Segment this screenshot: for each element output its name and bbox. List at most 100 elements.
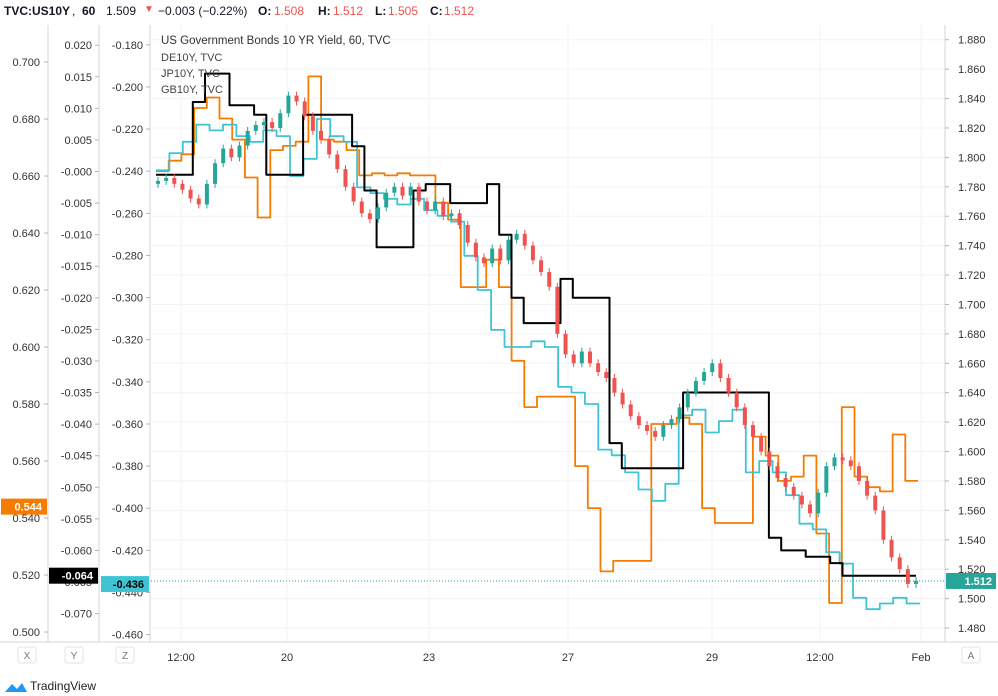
candle-body bbox=[604, 372, 609, 378]
us10y-tick-label: 1.820 bbox=[958, 123, 986, 135]
close-value: 1.512 bbox=[444, 4, 475, 18]
candle-body bbox=[530, 245, 535, 261]
candle-body bbox=[620, 392, 625, 405]
candle-body bbox=[889, 539, 894, 558]
candle-body bbox=[482, 257, 487, 264]
gb10y-tick-label: 0.520 bbox=[12, 570, 40, 582]
series-line-de10y bbox=[156, 72, 916, 577]
time-axis[interactable]: 12:00 20 23 27 29 12:00 Feb bbox=[167, 652, 930, 664]
jp10y-tick-label: -0.380 bbox=[112, 461, 143, 473]
tradingview-brand[interactable]: TradingView bbox=[30, 679, 97, 693]
de10y-tick-label: -0.050 bbox=[61, 482, 92, 494]
candle-body bbox=[824, 466, 829, 493]
jp10y-tick-label: -0.260 bbox=[112, 208, 143, 220]
de10y-tick-label: 0.010 bbox=[64, 103, 92, 115]
candle-body bbox=[229, 148, 234, 158]
jp10y-tick-label: -0.400 bbox=[112, 503, 143, 515]
jp10y-tick-label: -0.220 bbox=[112, 124, 143, 136]
de10y-badge-bg bbox=[49, 567, 98, 584]
de10y-tick-label: -0.070 bbox=[61, 609, 92, 621]
candle-body bbox=[188, 189, 193, 199]
candle-body bbox=[873, 495, 878, 511]
candle-body bbox=[335, 154, 340, 170]
jp10y-axis[interactable]: -0.180 -0.200 -0.220 -0.240 -0.260 -0.280 -0.3… bbox=[112, 40, 150, 642]
y-axis-button[interactable]: Y bbox=[64, 646, 84, 664]
price-change: −0.003 (−0.22%) bbox=[158, 4, 248, 18]
symbol-header: TVC:US10Y , 60 1.509 ▼ −0.003 (−0.22%) O… bbox=[0, 0, 998, 22]
us10y-badge: 1.512 bbox=[964, 576, 992, 588]
candle-body bbox=[710, 363, 715, 373]
candle-body bbox=[359, 201, 364, 214]
candle-body bbox=[490, 248, 495, 264]
candle-body bbox=[408, 186, 413, 196]
time-tick-label: Feb bbox=[912, 652, 931, 664]
footer: TradingView bbox=[0, 676, 998, 696]
de10y-tick-label: -0.055 bbox=[61, 514, 92, 526]
us10y-axis[interactable]: 1.880 1.860 1.840 1.820 1.800 1.780 1.760 1.740… bbox=[945, 35, 986, 635]
us10y-tick-label: 1.860 bbox=[958, 64, 986, 76]
candle-body bbox=[848, 460, 853, 467]
de10y-tick-label: -0.040 bbox=[61, 419, 92, 431]
de10y-tick-label: -0.020 bbox=[61, 293, 92, 305]
low-value: 1.505 bbox=[388, 4, 419, 18]
x-axis-button[interactable]: X bbox=[17, 646, 37, 664]
candle-body bbox=[319, 130, 324, 140]
us10y-badge-bg bbox=[946, 572, 996, 589]
legend-item-jp10y: JP10Y, TVC bbox=[161, 68, 220, 80]
candle-body bbox=[261, 122, 266, 126]
candle-body bbox=[905, 569, 910, 584]
chart-canvas[interactable]: 0.700 0.680 0.660 0.640 0.620 0.600 0.580 0.560… bbox=[0, 0, 998, 676]
high-label: H: bbox=[318, 4, 331, 18]
high-value: 1.512 bbox=[333, 4, 364, 18]
us10y-tick-label: 1.880 bbox=[958, 35, 986, 47]
legend-item-gb10y: GB10Y, TVC bbox=[161, 84, 223, 96]
candle-body bbox=[783, 478, 788, 487]
candle-body bbox=[702, 372, 707, 381]
down-arrow-icon: ▼ bbox=[144, 4, 154, 15]
candle-body bbox=[808, 504, 813, 514]
candle-body bbox=[327, 139, 332, 155]
candle-body bbox=[172, 177, 177, 184]
de10y-tick-label: 0.005 bbox=[64, 135, 92, 147]
time-tick-label: 12:00 bbox=[167, 652, 195, 664]
gb10y-axis[interactable]: 0.700 0.680 0.660 0.640 0.620 0.600 0.580 0.560… bbox=[12, 57, 48, 639]
jp10y-tick-label: -0.300 bbox=[112, 293, 143, 305]
candle-body bbox=[156, 180, 160, 184]
candle-body bbox=[245, 130, 250, 146]
candle-body bbox=[677, 407, 682, 420]
candle-body bbox=[424, 201, 429, 211]
us10y-tick-label: 1.680 bbox=[958, 329, 986, 341]
us10y-tick-label: 1.640 bbox=[958, 388, 986, 400]
de10y-tick-label: -0.045 bbox=[61, 451, 92, 463]
de10y-axis[interactable]: 0.020 0.015 0.010 0.005 -0.000 -0.005 -0.010 -0… bbox=[61, 40, 99, 621]
candle-body bbox=[816, 492, 821, 514]
de10y-tick-label: -0.035 bbox=[61, 388, 92, 400]
symbol-name[interactable]: TVC:US10Y bbox=[4, 4, 71, 18]
us10y-tick-label: 1.660 bbox=[958, 358, 986, 370]
candle-body bbox=[596, 363, 601, 373]
candle-body bbox=[376, 207, 381, 220]
interval-value[interactable]: 60 bbox=[82, 4, 96, 18]
gb10y-badge: 0.544 bbox=[14, 502, 42, 514]
legend-item-de10y: DE10Y, TVC bbox=[161, 52, 222, 64]
candle-body bbox=[563, 333, 568, 355]
auto-scale-button[interactable]: A bbox=[961, 646, 981, 664]
candle-body bbox=[555, 286, 560, 334]
de10y-tick-label: -0.000 bbox=[61, 167, 92, 179]
us10y-tick-label: 1.480 bbox=[958, 623, 986, 635]
candle-body bbox=[914, 580, 918, 584]
candle-body bbox=[669, 419, 674, 426]
de10y-tick-label: -0.025 bbox=[61, 324, 92, 336]
de10y-tick-label: -0.060 bbox=[61, 545, 92, 557]
candle-body bbox=[759, 436, 764, 452]
candle-body bbox=[742, 407, 747, 426]
candle-body bbox=[547, 272, 552, 287]
candle-body bbox=[416, 186, 421, 202]
candle-body bbox=[685, 392, 690, 408]
candle-body bbox=[384, 192, 389, 208]
jp10y-tick-label: -0.280 bbox=[112, 250, 143, 262]
candle-body bbox=[213, 163, 218, 184]
low-label: L: bbox=[375, 4, 387, 18]
z-axis-button[interactable]: Z bbox=[115, 646, 135, 664]
jp10y-tick-label: -0.360 bbox=[112, 419, 143, 431]
